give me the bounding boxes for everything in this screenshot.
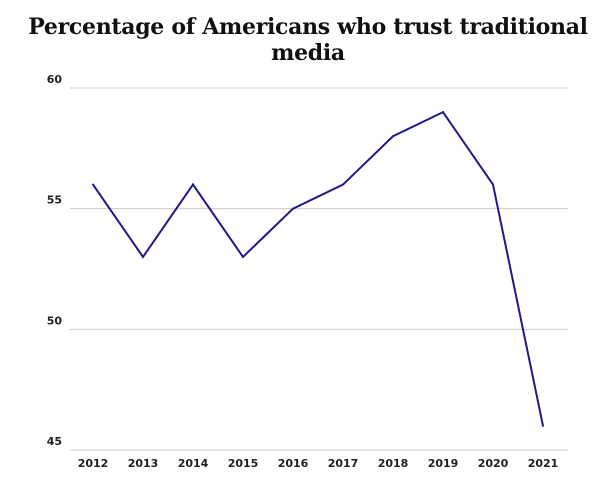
data-point (542, 424, 544, 427)
x-tick-label: 2015 (228, 457, 259, 470)
y-axis-ticks: 45 50 55 60 (47, 73, 63, 448)
data-point (192, 183, 194, 186)
x-tick-label: 2018 (378, 457, 409, 470)
y-tick-label: 60 (47, 73, 63, 86)
y-tick-label: 50 (47, 314, 63, 327)
data-point (392, 135, 394, 138)
series-line (92, 110, 544, 427)
data-point (92, 183, 94, 186)
x-tick-label: 2021 (528, 457, 559, 470)
x-tick-label: 2013 (128, 457, 159, 470)
chart-title: Percentage of Americans who trust tradit… (28, 14, 588, 66)
x-tick-label: 2012 (78, 457, 109, 470)
data-point (142, 255, 144, 258)
series-layer (92, 110, 544, 427)
x-tick-label: 2016 (278, 457, 309, 470)
data-point (492, 183, 494, 186)
data-point (242, 255, 244, 258)
data-point (292, 207, 294, 210)
y-tick-label: 45 (47, 435, 62, 448)
data-point (342, 183, 344, 186)
x-tick-label: 2014 (178, 457, 209, 470)
x-axis-ticks: 2012 2013 2014 2015 2016 2017 2018 2019 2020 2021 (78, 457, 559, 470)
y-tick-label: 55 (47, 194, 62, 207)
grid-lines (70, 87, 568, 451)
x-tick-label: 2020 (478, 457, 509, 470)
data-point (442, 111, 444, 114)
x-tick-label: 2019 (428, 457, 459, 470)
x-tick-label: 2017 (328, 457, 359, 470)
